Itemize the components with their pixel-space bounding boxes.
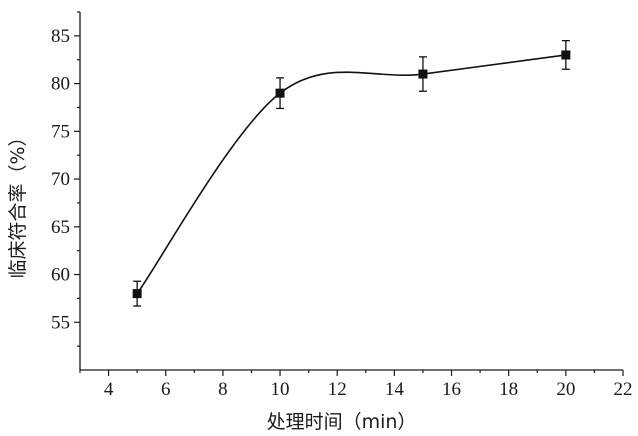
x-tick-label: 22: [614, 379, 633, 400]
data-point: [418, 69, 428, 79]
data-point: [561, 50, 571, 60]
x-tick-label: 14: [385, 379, 405, 400]
x-ticks: 4 6 8 10 12 14 16 18 20 22: [79, 370, 633, 400]
x-tick-label: 8: [218, 379, 228, 400]
y-ticks: 55 60 65 70 75 80 85: [51, 11, 80, 347]
x-tick-label: 12: [328, 379, 347, 400]
x-tick-label: 20: [556, 379, 575, 400]
y-tick-label: 55: [51, 312, 70, 333]
x-tick-label: 10: [271, 379, 290, 400]
series-line: [136, 54, 566, 295]
y-tick-label: 65: [51, 217, 70, 238]
x-tick-label: 6: [161, 379, 171, 400]
y-tick-label: 85: [51, 26, 70, 47]
axes: [79, 12, 623, 371]
y-tick-label: 80: [51, 74, 70, 95]
y-tick-label: 75: [51, 121, 70, 142]
x-tick-label: 16: [442, 379, 461, 400]
y-tick-label: 70: [51, 169, 70, 190]
y-axis-title: 临床符合率（%）: [7, 127, 29, 278]
x-axis-title: 处理时间（min）: [267, 411, 417, 433]
y-tick-label: 60: [51, 265, 70, 286]
x-tick-label: 18: [499, 379, 518, 400]
plot-area: [132, 39, 571, 307]
data-point: [275, 88, 285, 98]
x-tick-label: 4: [104, 379, 114, 400]
data-point: [132, 289, 142, 299]
